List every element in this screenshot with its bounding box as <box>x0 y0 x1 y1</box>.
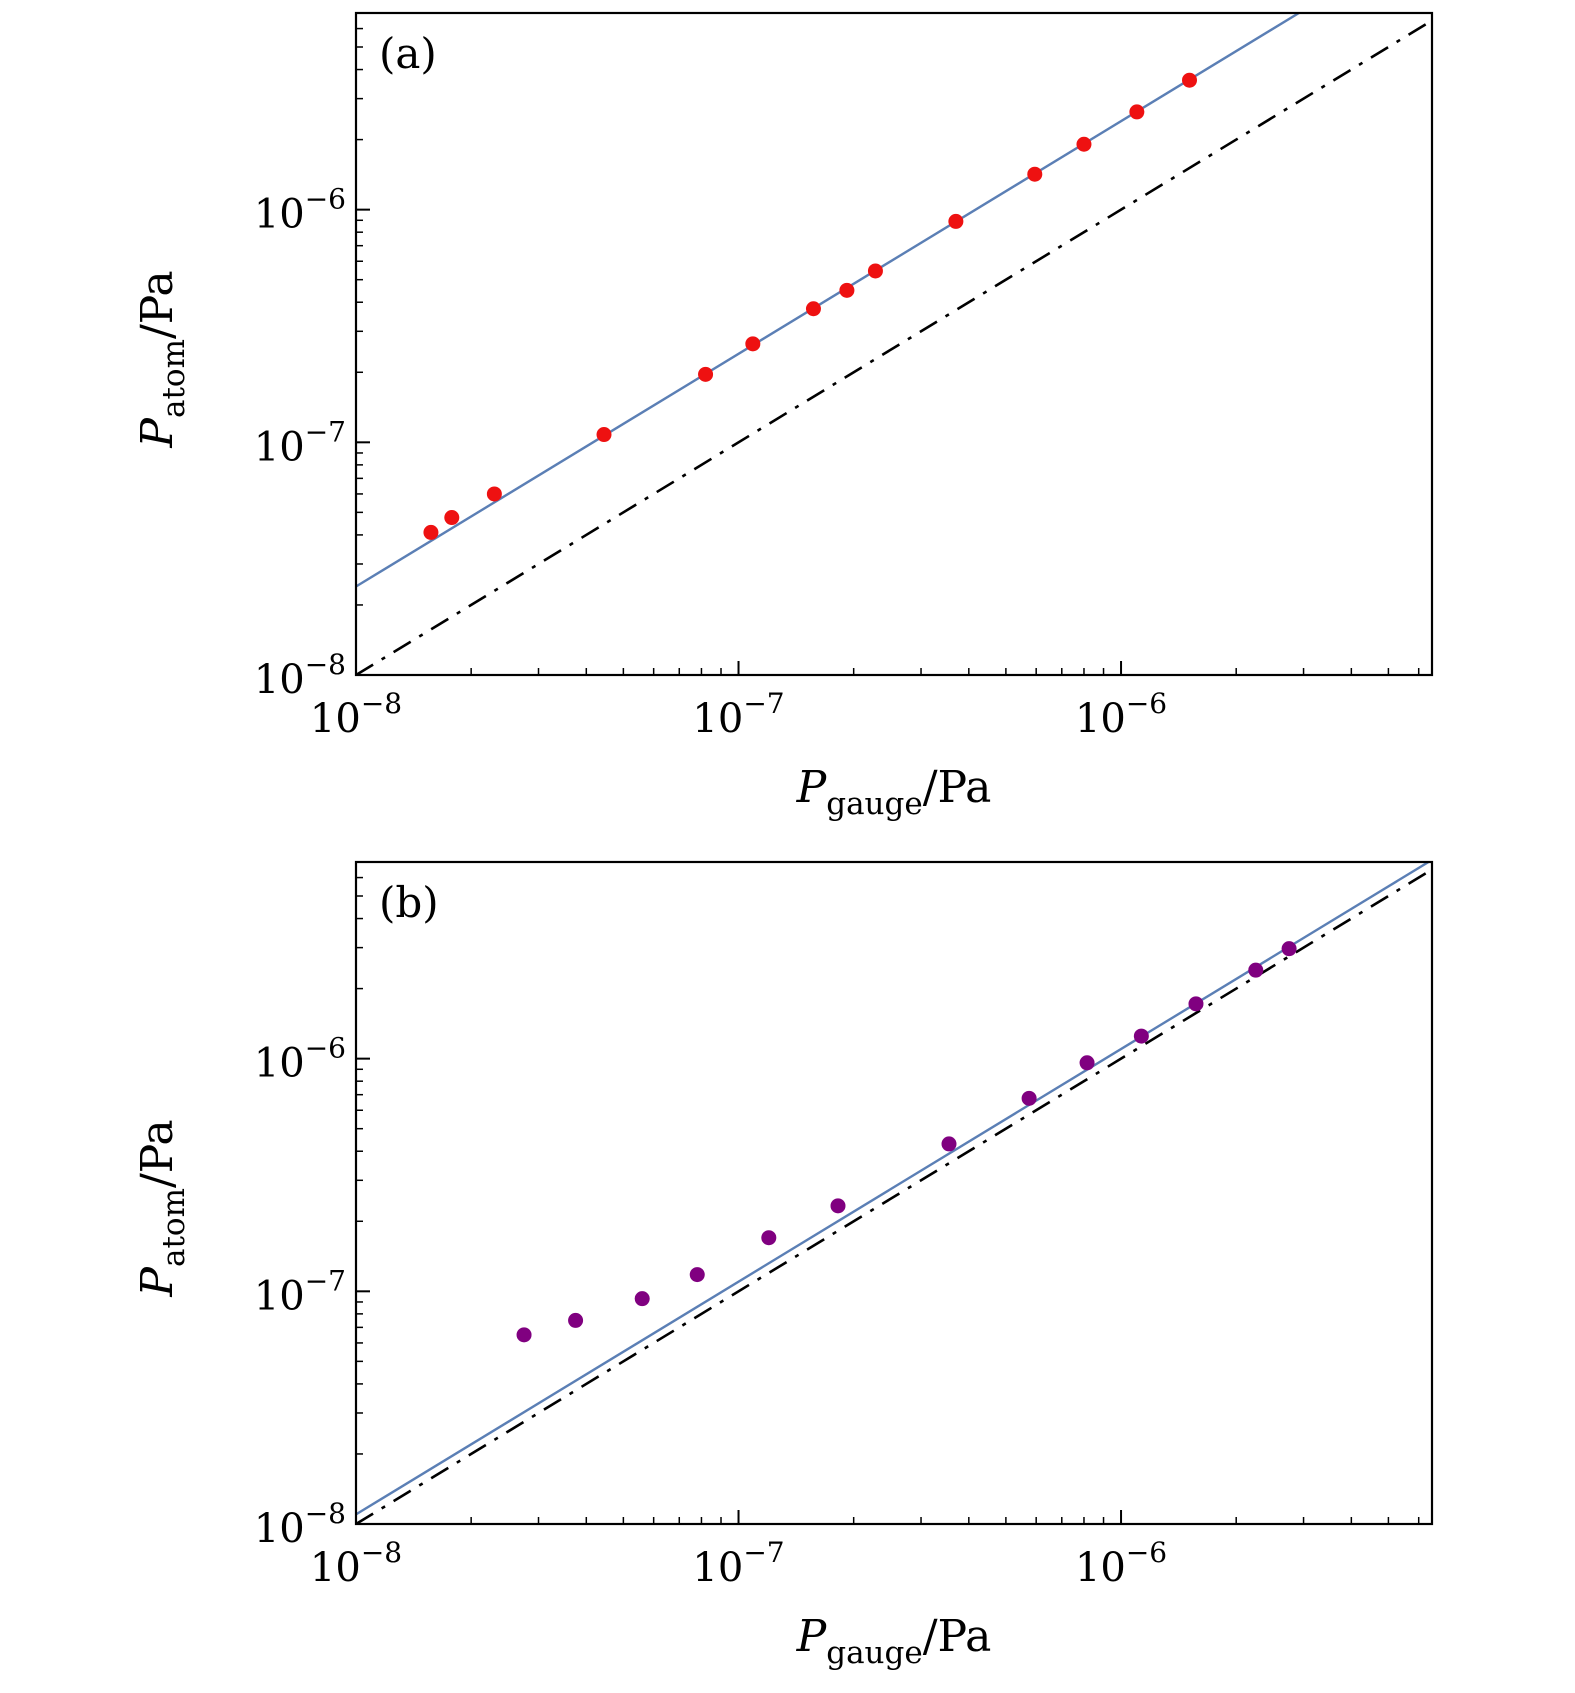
data-point <box>634 1291 650 1307</box>
x-tick-label: 10−7 <box>692 1536 784 1591</box>
x-tick-label-base: 10 <box>692 1545 743 1591</box>
y-tick-label-base: 10 <box>254 1273 305 1319</box>
data-point <box>486 486 502 502</box>
fit-line <box>356 13 1302 588</box>
x-axis-title: Pgauge/Pa <box>796 762 992 822</box>
x-tick-label: 10−8 <box>310 687 402 742</box>
y-tick-label: 10−7 <box>254 415 346 470</box>
x-tick-label-base: 10 <box>1075 1545 1126 1591</box>
y-axis-title-subscript: atom <box>156 1188 192 1267</box>
data-point <box>1021 1090 1037 1106</box>
x-tick-label-exponent: −6 <box>1126 687 1167 720</box>
x-tick-label-exponent: −6 <box>1126 1536 1167 1569</box>
data-point <box>830 1198 846 1214</box>
y-axis-title-unit: /Pa <box>132 1119 183 1188</box>
y-tick-label-base: 10 <box>254 657 305 703</box>
x-axis-title-subscript: gauge <box>826 1635 922 1671</box>
plot-frame <box>354 11 1434 677</box>
data-point <box>867 263 883 279</box>
x-tick-label: 10−6 <box>1075 687 1167 742</box>
plot-frame <box>354 860 1434 1526</box>
x-tick-label-base: 10 <box>310 1545 361 1591</box>
y-tick-label: 10−7 <box>254 1264 346 1319</box>
x-axis-title-unit: /Pa <box>923 1611 992 1662</box>
data-point <box>516 1327 532 1343</box>
data-point <box>805 301 821 317</box>
data-point <box>596 427 612 443</box>
data-point <box>1281 941 1297 957</box>
x-axis-title: Pgauge/Pa <box>796 1611 992 1671</box>
x-axis-title-unit: /Pa <box>923 762 992 813</box>
data-point <box>948 213 964 229</box>
y-tick-label-exponent: −6 <box>305 183 346 216</box>
fit-line <box>356 862 1431 1516</box>
data-point <box>1076 136 1092 152</box>
reference-line-dash-dot <box>356 19 1432 675</box>
x-tick-label-exponent: −7 <box>743 1536 784 1569</box>
y-tick-label-base: 10 <box>254 1506 305 1552</box>
data-point <box>1248 962 1264 978</box>
y-tick-label-base: 10 <box>254 192 305 238</box>
data-point <box>1188 996 1204 1012</box>
data-point <box>689 1267 705 1283</box>
y-tick-label-exponent: −6 <box>305 1032 346 1065</box>
x-tick-label-base: 10 <box>692 696 743 742</box>
panel-label: (b) <box>379 878 439 927</box>
y-axis-title-subscript: atom <box>156 339 192 418</box>
data-point <box>1079 1055 1095 1071</box>
data-point <box>698 366 714 382</box>
y-tick-label-base: 10 <box>254 1041 305 1087</box>
data-point <box>1027 166 1043 182</box>
y-axis-title-unit: /Pa <box>132 270 183 339</box>
x-tick-label-exponent: −8 <box>361 1536 402 1569</box>
y-tick-label: 10−8 <box>254 1497 346 1552</box>
y-tick-label: 10−6 <box>254 1032 346 1087</box>
y-tick-label-exponent: −8 <box>305 648 346 681</box>
x-tick-label-exponent: −8 <box>361 687 402 720</box>
data-point <box>761 1230 777 1246</box>
data-point <box>745 336 761 352</box>
panel-a: 10−8 10−7 10−610−810−710−6(a)Pgauge/PaPato… <box>132 11 1434 822</box>
y-tick-label-base: 10 <box>254 424 305 470</box>
x-axis-title-subscript: gauge <box>826 786 922 822</box>
data-point <box>839 282 855 298</box>
x-tick-label-base: 10 <box>310 696 361 742</box>
data-point <box>1129 104 1145 120</box>
data-point <box>444 510 460 526</box>
y-tick-label: 10−8 <box>254 648 346 703</box>
data-point <box>423 524 439 540</box>
y-tick-label-exponent: −7 <box>305 1264 346 1297</box>
data-point <box>1133 1028 1149 1044</box>
y-axis-title-symbol: P <box>132 417 183 449</box>
y-tick-label-exponent: −7 <box>305 415 346 448</box>
x-tick-label-base: 10 <box>1075 696 1126 742</box>
x-tick-label: 10−6 <box>1075 1536 1167 1591</box>
y-tick-label: 10−6 <box>254 183 346 238</box>
data-point <box>941 1136 957 1152</box>
y-axis-title-symbol: P <box>132 1266 183 1298</box>
x-axis-title-symbol: P <box>796 1611 828 1662</box>
data-point <box>1182 72 1198 88</box>
x-tick-label-exponent: −7 <box>743 687 784 720</box>
x-tick-label: 10−7 <box>692 687 784 742</box>
x-tick-label: 10−8 <box>310 1536 402 1591</box>
panel-label: (a) <box>379 29 437 78</box>
panel-b: 10−8 10−7 10−610−810−710−6(b)Pgauge/PaPato… <box>132 860 1434 1671</box>
y-tick-label-exponent: −8 <box>305 1497 346 1530</box>
reference-line-dash-dot <box>356 868 1432 1524</box>
y-axis-title: Patom/Pa <box>132 1119 192 1297</box>
x-axis-title-symbol: P <box>796 762 828 813</box>
data-point <box>568 1312 584 1328</box>
y-axis-title: Patom/Pa <box>132 270 192 448</box>
